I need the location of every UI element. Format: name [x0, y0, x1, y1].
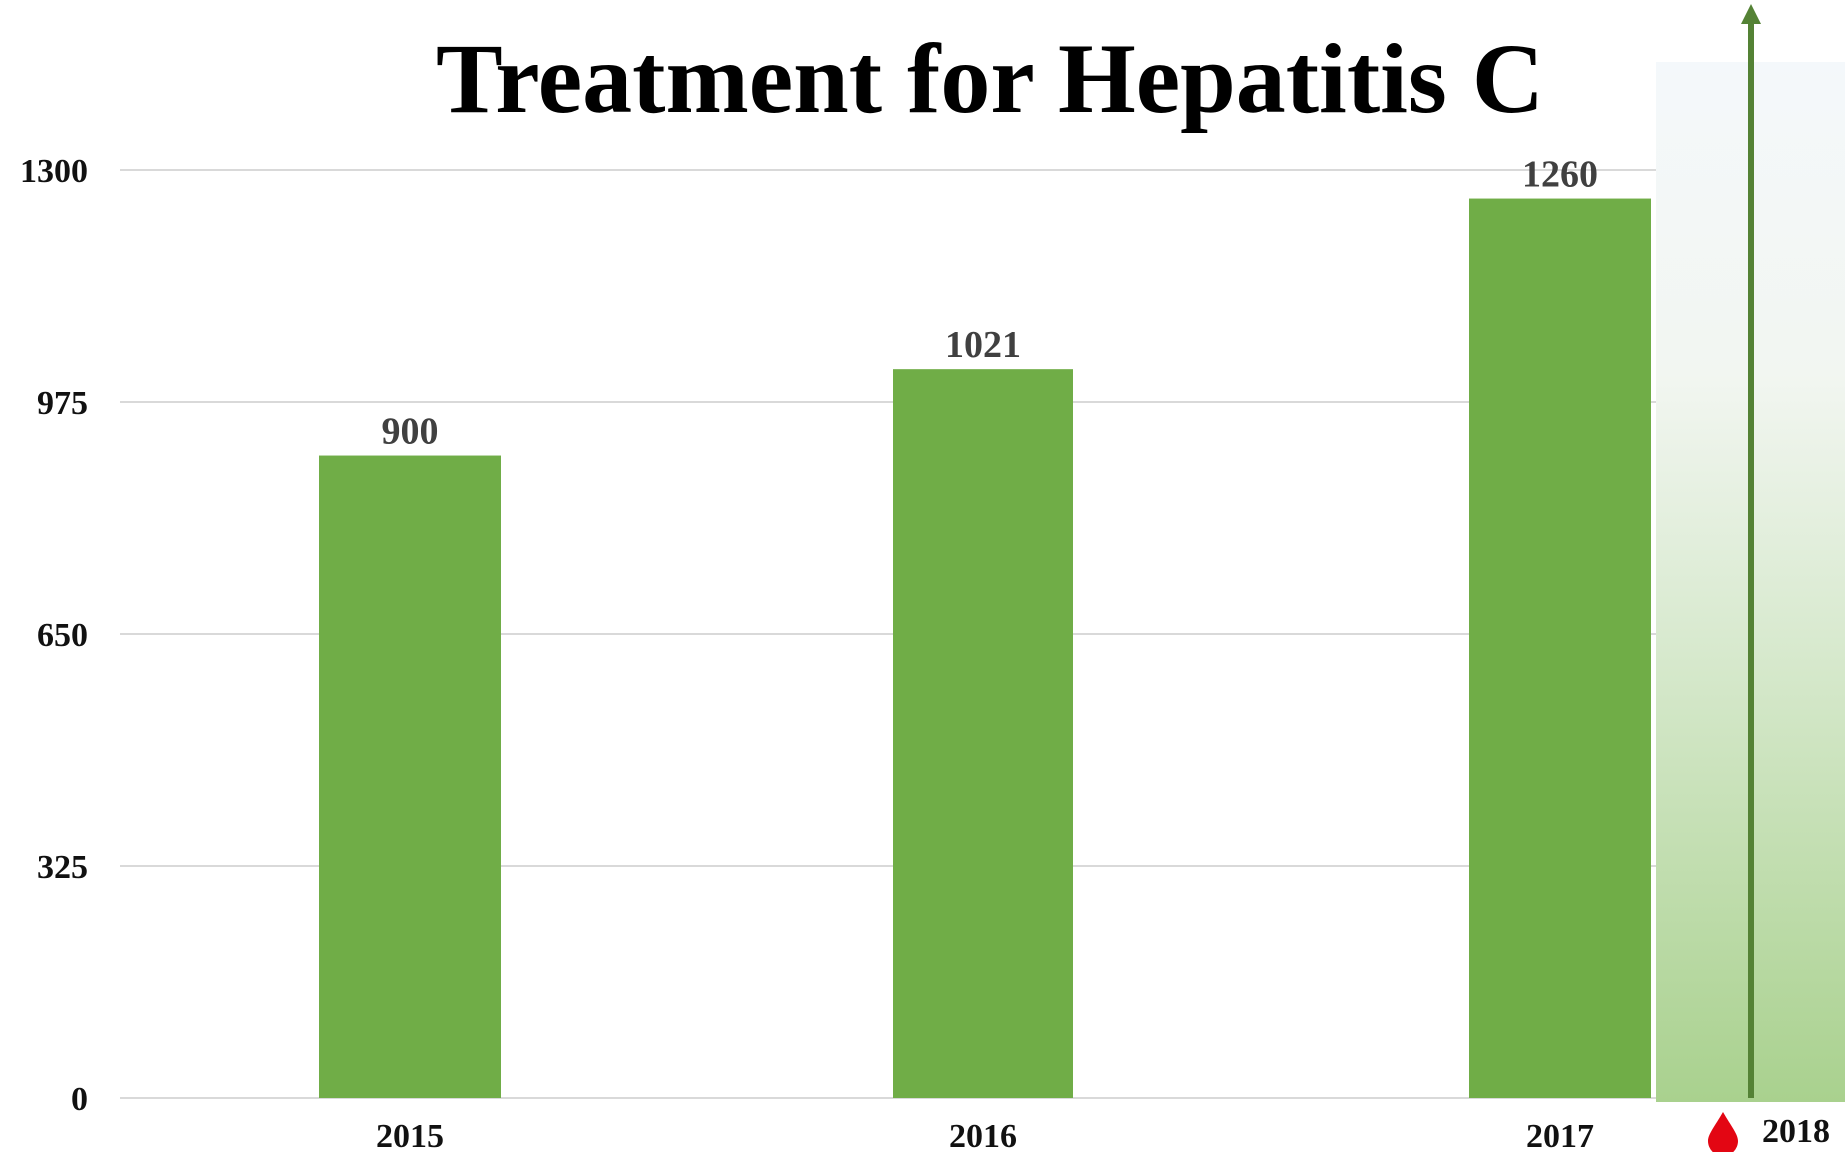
- bar-2016: [893, 369, 1073, 1098]
- y-axis-tick-labels: 0 325 650 975 1300: [20, 153, 88, 1118]
- x-axis-tick-labels: 2015 2016 2017: [376, 1118, 1594, 1152]
- y-tick-label-1300: 1300: [20, 153, 88, 190]
- y-tick-label-0: 0: [71, 1081, 88, 1118]
- data-labels: 900 1021 1260: [382, 154, 1599, 453]
- y-tick-label-325: 325: [37, 849, 88, 886]
- chart-title: Treatment for Hepatitis C: [436, 23, 1544, 134]
- x-tick-label-2015: 2015: [376, 1118, 444, 1152]
- data-label-2017: 1260: [1522, 154, 1598, 196]
- bar-2015: [319, 455, 501, 1098]
- bars: [319, 198, 1651, 1099]
- x-tick-label-2016: 2016: [949, 1118, 1017, 1152]
- x-tick-label-2018: 2018: [1762, 1113, 1830, 1150]
- bar-2017: [1469, 198, 1651, 1099]
- data-label-2016: 1021: [945, 324, 1021, 366]
- blood-drop-icon: [1708, 1112, 1738, 1152]
- data-label-2015: 900: [382, 411, 439, 453]
- y-tick-label-650: 650: [37, 617, 88, 654]
- x-tick-label-2017: 2017: [1526, 1118, 1594, 1152]
- arrow-head-icon: [1741, 4, 1761, 24]
- y-tick-label-975: 975: [37, 385, 88, 422]
